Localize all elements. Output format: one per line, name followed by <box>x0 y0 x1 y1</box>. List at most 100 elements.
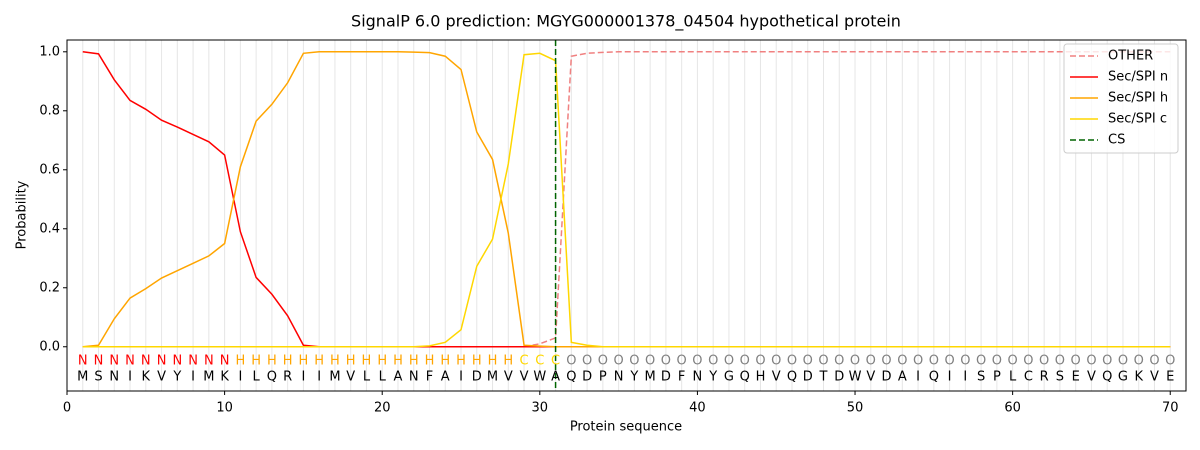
region-label: O <box>771 353 781 368</box>
residue-label: D <box>472 369 482 384</box>
region-label: O <box>566 353 576 368</box>
chart-title: SignalP 6.0 prediction: MGYG000001378_04… <box>351 12 901 32</box>
residue-label: P <box>599 369 607 384</box>
legend-box <box>1063 43 1179 154</box>
residue-label: E <box>1166 369 1174 384</box>
region-label: C <box>520 353 529 368</box>
residue-label: N <box>614 369 624 384</box>
residue-label: L <box>379 369 387 384</box>
region-label: O <box>992 353 1002 368</box>
region-label: O <box>897 353 907 368</box>
x-tick-label: 20 <box>374 401 391 416</box>
region-label: O <box>1102 353 1112 368</box>
residue-label: W <box>849 369 862 384</box>
region-label: O <box>1149 353 1159 368</box>
x-axis-label: Protein sequence <box>570 420 682 435</box>
region-label: O <box>1165 353 1175 368</box>
region-label: H <box>472 353 482 368</box>
residue-label: G <box>1118 369 1128 384</box>
residue-label: I <box>963 369 967 384</box>
region-label: N <box>188 353 198 368</box>
region-label: C <box>551 353 560 368</box>
series-line <box>82 51 1171 348</box>
y-tick-label: 0.6 <box>39 162 60 177</box>
region-label: O <box>677 353 687 368</box>
residue-label: Q <box>787 369 797 384</box>
region-label: O <box>1071 353 1081 368</box>
residue-label: M <box>203 369 214 384</box>
region-label: O <box>1055 353 1065 368</box>
x-tick-label: 0 <box>63 401 71 416</box>
series-line <box>82 52 1171 348</box>
region-label: O <box>913 353 923 368</box>
region-label: N <box>94 353 104 368</box>
series-line <box>82 51 1171 348</box>
region-label: H <box>346 353 356 368</box>
residue-label: D <box>582 369 592 384</box>
region-label: H <box>440 353 450 368</box>
region-label: O <box>1118 353 1128 368</box>
x-tick-label: 40 <box>689 401 706 416</box>
residue-label: I <box>238 369 242 384</box>
region-label: O <box>582 353 592 368</box>
region-label: O <box>645 353 655 368</box>
residue-label: A <box>394 369 403 384</box>
x-tick-label: 70 <box>1162 401 1179 416</box>
region-label: O <box>976 353 986 368</box>
residue-label: I <box>916 369 920 384</box>
y-axis-label: Probability <box>15 180 30 249</box>
legend-label: Sec/SPI h <box>1108 91 1168 106</box>
residue-label: I <box>317 369 321 384</box>
plot-frame <box>66 39 1187 392</box>
residue-label: I <box>128 369 132 384</box>
region-label: O <box>629 353 639 368</box>
residue-label: Q <box>267 369 277 384</box>
region-label: O <box>881 353 891 368</box>
residue-label: D <box>834 369 844 384</box>
residue-label: S <box>977 369 985 384</box>
region-label: O <box>1134 353 1144 368</box>
region-label: O <box>944 353 954 368</box>
residue-label: Y <box>172 369 181 384</box>
region-label: H <box>235 353 245 368</box>
region-label: O <box>929 353 939 368</box>
region-label: H <box>393 353 403 368</box>
residue-label: A <box>898 369 907 384</box>
residue-label: V <box>772 369 781 384</box>
residue-label: N <box>109 369 119 384</box>
region-label: H <box>425 353 435 368</box>
region-label: O <box>692 353 702 368</box>
residue-label: C <box>1024 369 1033 384</box>
region-label: O <box>708 353 718 368</box>
region-label: O <box>1039 353 1049 368</box>
region-label: C <box>535 353 544 368</box>
residue-label: A <box>551 369 560 384</box>
residue-label: H <box>756 369 766 384</box>
region-label: H <box>267 353 277 368</box>
residue-label: D <box>661 369 671 384</box>
region-label: H <box>251 353 261 368</box>
residue-label: V <box>1150 369 1159 384</box>
region-label: H <box>409 353 419 368</box>
y-tick-label: 0.4 <box>39 221 60 236</box>
residue-label: Q <box>566 369 576 384</box>
region-label: H <box>456 353 466 368</box>
legend: OTHER Sec/SPI n Sec/SPI h Sec/SPI c CS <box>1063 43 1179 154</box>
residue-label: R <box>283 369 292 384</box>
y-tick-label: 0.2 <box>39 280 60 295</box>
region-label: N <box>157 353 167 368</box>
region-label: H <box>330 353 340 368</box>
residue-label: Q <box>1102 369 1112 384</box>
region-label: O <box>724 353 734 368</box>
residue-label: Q <box>740 369 750 384</box>
residue-label: N <box>693 369 703 384</box>
residue-label: R <box>1040 369 1049 384</box>
region-label: N <box>141 353 151 368</box>
region-label: O <box>960 353 970 368</box>
region-label: H <box>503 353 513 368</box>
residue-label: V <box>157 369 166 384</box>
region-label: O <box>866 353 876 368</box>
residue-label: V <box>346 369 355 384</box>
region-label: O <box>1023 353 1033 368</box>
